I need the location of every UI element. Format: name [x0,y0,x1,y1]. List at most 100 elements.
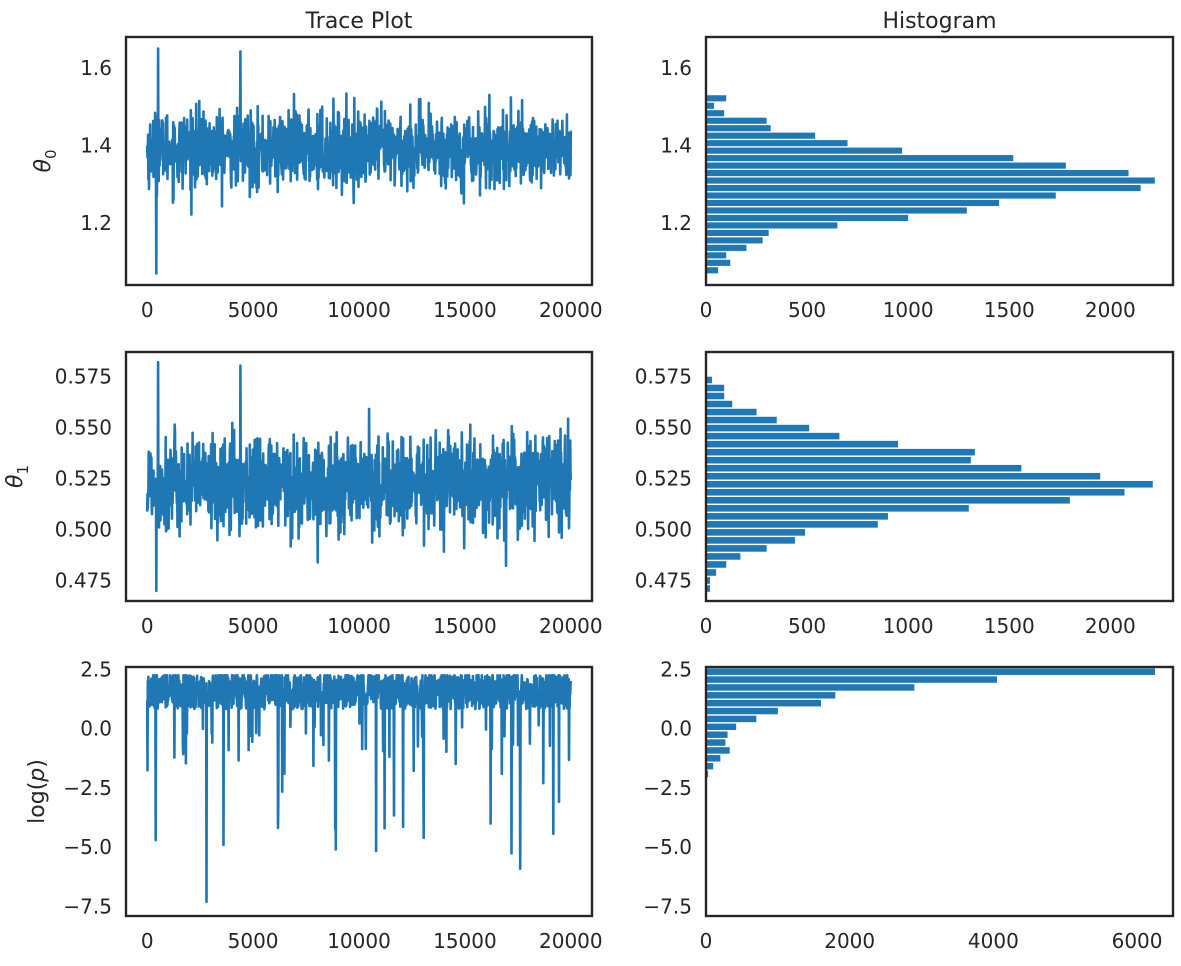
trace-line [145,47,573,275]
x-tick-label: 1000 [883,298,934,322]
y-axis-label: log(p) [25,759,50,824]
x-tick-label: 0 [700,929,713,953]
plot-area [706,376,1153,592]
y-tick-label: 1.4 [660,134,692,158]
histogram-bar [706,456,971,464]
x-tick-label: 20000 [539,298,603,322]
histogram-bar [706,222,838,229]
histogram-bar [706,259,731,266]
histogram-bar [706,162,1066,169]
histogram-bar [706,125,771,132]
y-tick-label: 1.2 [80,211,112,235]
histogram-bar [706,692,836,699]
axes-frame [124,350,594,603]
histogram-bar [706,170,1129,177]
trace-line [145,674,573,904]
y-tick-label: 1.4 [80,134,112,158]
histogram-bar [706,244,747,251]
histogram-bar [706,731,728,738]
histogram-bar [706,739,726,746]
histogram-bar [706,110,725,117]
y-tick-label: 0.575 [635,364,692,388]
y-tick-label: 0.550 [635,416,692,440]
histogram-bar [706,237,763,244]
histogram-bar [706,472,1101,480]
histogram-bar [706,464,1022,472]
axes-frame [704,350,1175,603]
histogram-bar [706,392,725,400]
axes-frame [124,35,594,287]
histogram-bar [706,192,1056,199]
column-title: Trace Plot [305,9,413,34]
histogram-bar [706,252,727,259]
subplot-2: 0 500 1000 1500 2000 1.2 1.4 1.6 Histogram [660,9,1175,322]
axes-frame [124,665,594,918]
histogram-bar [706,569,717,576]
histogram-bar [706,676,997,683]
histogram-bar [706,376,713,384]
x-tick-label: 1000 [883,614,934,638]
x-tick-label: 10000 [327,614,391,638]
histogram-bar [706,715,757,723]
axes-frame [704,665,1175,918]
y-tick-label: 0.500 [635,518,692,542]
histogram-bar [706,424,810,432]
histogram-bar [706,505,969,512]
y-axis-label: θ1 [3,465,32,488]
histogram-bar [706,184,1141,192]
x-tick-label: 2000 [824,929,875,953]
histogram-bar [706,747,730,754]
histogram-bar [706,545,767,552]
x-tick-label: 15000 [433,614,497,638]
y-tick-label: 0.525 [55,467,112,491]
histogram-bar [706,384,725,392]
x-tick-label: 15000 [433,298,497,322]
histogram-bar [706,416,777,424]
x-tick-label: 10000 [327,929,391,953]
histogram-bar [706,177,1155,184]
x-tick-label: 20000 [539,929,603,953]
histogram-bar [706,207,967,214]
histogram-bar [706,117,767,124]
histogram-bar [706,561,727,568]
histogram-bar [706,132,816,139]
subplot-5: 0 5000 10000 15000 20000 −7.5 −5.0 −2.5 0.0 2.5 lo… [25,657,603,953]
y-tick-label: 0.550 [55,416,112,440]
plot-area [706,668,1156,778]
y-tick-label: −7.5 [643,895,692,919]
histogram-bar [706,585,711,592]
y-tick-label: 0.0 [80,717,112,741]
y-tick-label: 1.6 [660,56,692,80]
axes-frame [704,35,1175,287]
histogram-bar [706,155,1014,162]
x-tick-label: 0 [700,298,713,322]
histogram-bar [706,102,715,109]
histogram-bar [706,699,821,707]
histogram-bar [706,529,806,536]
histogram-bar [706,147,903,154]
histogram-bar [706,707,778,715]
x-tick-label: 5000 [228,298,279,322]
histogram-bar [706,140,848,147]
y-tick-label: 0.525 [635,467,692,491]
subplot-1: 0 5000 10000 15000 20000 1.2 1.4 1.6 Trace Plot θ… [31,9,603,322]
x-tick-label: 6000 [1112,929,1163,953]
y-tick-label: −5.0 [643,835,692,859]
histogram-bar [706,432,840,440]
y-axis-label: θ0 [31,149,60,172]
x-tick-label: 4000 [968,929,1019,953]
histogram-bar [706,400,733,408]
histogram-bar [706,214,909,222]
histogram-bar [706,488,1125,496]
x-tick-label: 5000 [228,614,279,638]
histogram-bar [706,440,899,448]
plot-area [706,95,1155,274]
x-tick-label: 0 [141,298,154,322]
histogram-bar [706,267,719,274]
x-tick-label: 5000 [228,929,279,953]
y-tick-label: 2.5 [80,657,112,681]
histogram-bar [706,762,714,770]
x-tick-label: 500 [788,298,826,322]
y-tick-label: 0.475 [55,569,112,593]
